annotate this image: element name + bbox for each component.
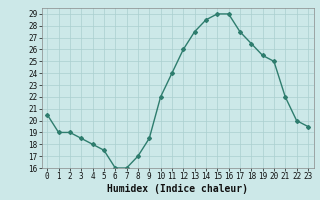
X-axis label: Humidex (Indice chaleur): Humidex (Indice chaleur) [107,184,248,194]
